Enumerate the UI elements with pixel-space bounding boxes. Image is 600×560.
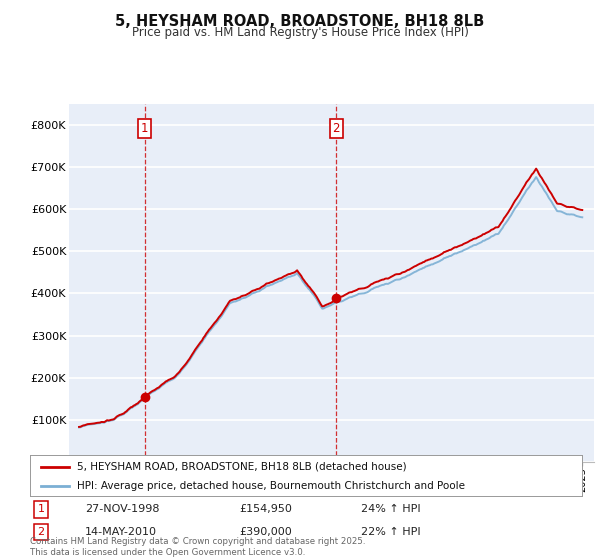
- Text: HPI: Average price, detached house, Bournemouth Christchurch and Poole: HPI: Average price, detached house, Bour…: [77, 480, 465, 491]
- Text: 1: 1: [141, 123, 149, 136]
- Text: £154,950: £154,950: [240, 505, 293, 515]
- Text: 27-NOV-1998: 27-NOV-1998: [85, 505, 160, 515]
- Text: £390,000: £390,000: [240, 528, 293, 538]
- Text: Price paid vs. HM Land Registry's House Price Index (HPI): Price paid vs. HM Land Registry's House …: [131, 26, 469, 39]
- Text: 24% ↑ HPI: 24% ↑ HPI: [361, 505, 421, 515]
- Text: 14-MAY-2010: 14-MAY-2010: [85, 528, 157, 538]
- Text: 1: 1: [38, 505, 44, 515]
- Text: 2: 2: [37, 528, 44, 538]
- Text: 22% ↑ HPI: 22% ↑ HPI: [361, 528, 421, 538]
- Text: Contains HM Land Registry data © Crown copyright and database right 2025.
This d: Contains HM Land Registry data © Crown c…: [30, 537, 365, 557]
- Text: 5, HEYSHAM ROAD, BROADSTONE, BH18 8LB (detached house): 5, HEYSHAM ROAD, BROADSTONE, BH18 8LB (d…: [77, 461, 407, 472]
- Text: 5, HEYSHAM ROAD, BROADSTONE, BH18 8LB: 5, HEYSHAM ROAD, BROADSTONE, BH18 8LB: [115, 14, 485, 29]
- Text: 2: 2: [332, 123, 340, 136]
